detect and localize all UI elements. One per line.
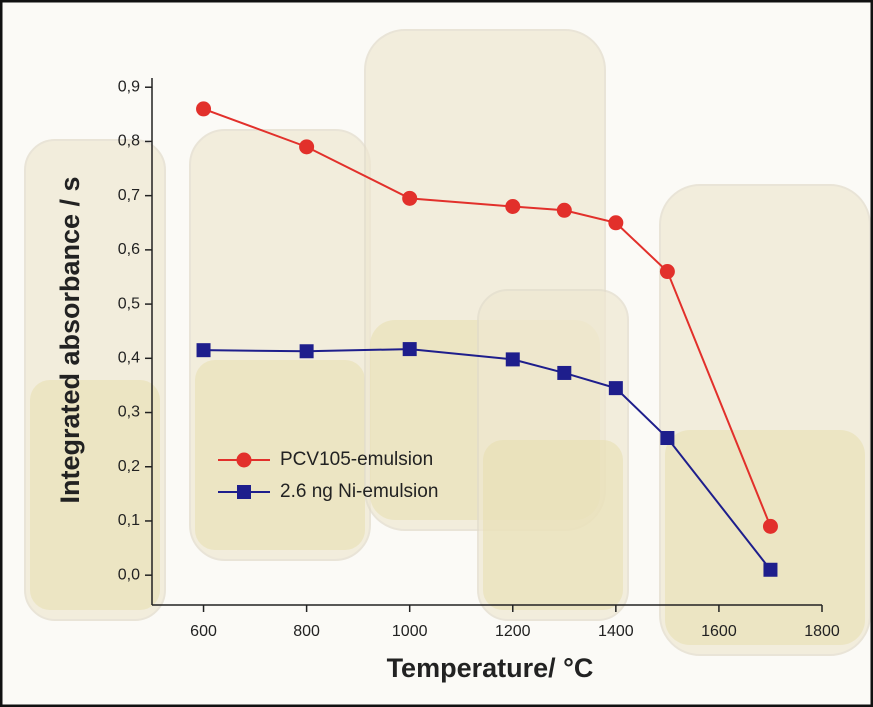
legend-marker	[236, 452, 252, 468]
data-point	[556, 202, 572, 218]
y-tick-label: 0,8	[118, 133, 140, 150]
x-tick-label: 1800	[804, 623, 840, 640]
data-point	[299, 344, 314, 359]
x-tick-label: 600	[190, 623, 217, 640]
data-point	[608, 381, 623, 396]
data-point	[402, 342, 417, 357]
data-point	[557, 365, 572, 380]
data-point	[660, 431, 675, 446]
x-axis-title: Temperature/ °C	[387, 653, 594, 683]
background-vials	[24, 29, 871, 656]
data-point	[402, 190, 418, 206]
x-tick-label: 1000	[392, 623, 428, 640]
y-tick-label: 0,0	[118, 566, 140, 583]
x-tick-label: 800	[293, 623, 320, 640]
x-tick-label: 1400	[598, 623, 634, 640]
y-tick-label: 0,2	[118, 458, 140, 475]
legend-label: PCV105-emulsion	[280, 449, 433, 470]
y-tick-label: 0,7	[118, 187, 140, 204]
data-point	[762, 518, 778, 534]
data-point	[196, 343, 211, 358]
y-axis-title: Integrated absorbance / s	[55, 176, 85, 503]
y-tick-label: 0,9	[118, 78, 140, 95]
data-point	[659, 264, 675, 280]
legend-label: 2.6 ng Ni-emulsion	[280, 481, 438, 502]
series-line	[203, 348, 772, 571]
series-line	[203, 107, 772, 527]
data-point	[505, 352, 520, 367]
data-point	[196, 101, 212, 117]
data-point	[505, 198, 521, 214]
y-tick-label: 0,4	[118, 350, 140, 367]
y-tick-label: 0,3	[118, 404, 140, 421]
data-point	[608, 215, 624, 231]
x-tick-label: 1200	[495, 623, 531, 640]
y-tick-label: 0,6	[118, 241, 140, 258]
y-tick-label: 0,1	[118, 512, 140, 529]
legend-marker	[237, 485, 251, 499]
y-tick-label: 0,5	[118, 295, 140, 312]
x-tick-label: 1600	[701, 623, 737, 640]
data-point	[763, 562, 778, 577]
data-point	[299, 139, 315, 155]
